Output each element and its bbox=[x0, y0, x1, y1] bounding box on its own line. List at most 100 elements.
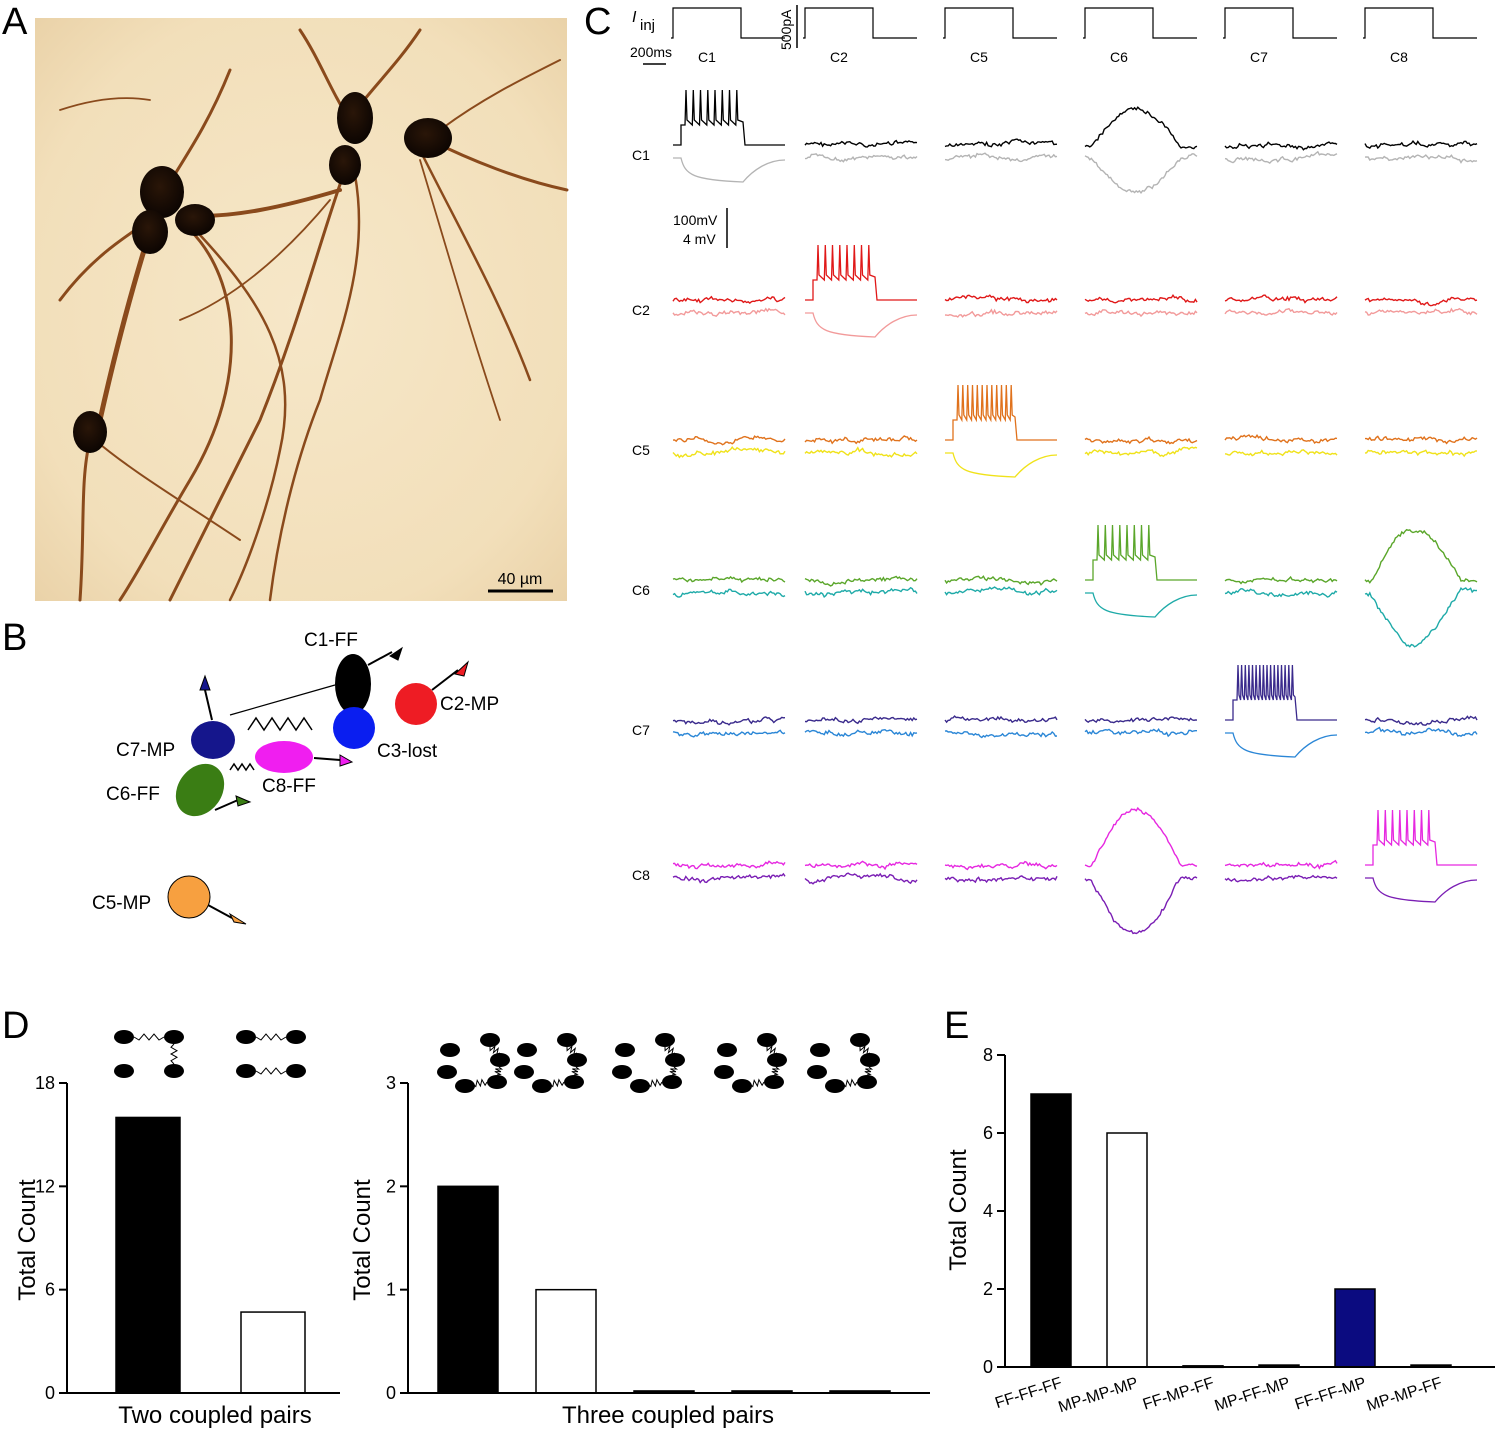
coupling-spring bbox=[864, 1066, 874, 1076]
coupling-trace-depolarizing bbox=[1084, 806, 1198, 868]
y-axis-label: Total Count bbox=[14, 1179, 41, 1301]
coupling-trace-depolarizing bbox=[1364, 139, 1478, 150]
pipette-tip bbox=[199, 674, 211, 691]
cell-dot bbox=[286, 1064, 306, 1078]
time-scale-label: 200ms bbox=[630, 44, 672, 60]
current-step-trace bbox=[1223, 7, 1337, 39]
bar bbox=[240, 1311, 306, 1394]
soma bbox=[329, 145, 361, 185]
coupling-trace-depolarizing bbox=[944, 294, 1058, 304]
scale-bar-label: 40 µm bbox=[498, 571, 543, 588]
cell-dot bbox=[767, 1053, 787, 1067]
coupling-trace-hyperpolarizing bbox=[672, 307, 786, 318]
gap-junction-symbol bbox=[247, 716, 313, 732]
cell-dot bbox=[662, 1075, 682, 1089]
cell-dot bbox=[490, 1053, 510, 1067]
bar bbox=[1334, 1288, 1376, 1368]
cell-c6 bbox=[175, 763, 225, 817]
coupling-trace-depolarizing bbox=[1364, 296, 1478, 307]
row-label: C7 bbox=[632, 722, 650, 738]
panel-label-c: C bbox=[584, 1, 611, 43]
cell-dot bbox=[564, 1075, 584, 1089]
cell-dot bbox=[164, 1064, 184, 1078]
coupling-trace-hyperpolarizing bbox=[1084, 153, 1198, 195]
panel-label-a: A bbox=[2, 1, 28, 43]
coupling-trace-depolarizing bbox=[804, 860, 918, 871]
coupling-spring bbox=[571, 1066, 581, 1076]
coupling-trace-hyperpolarizing bbox=[1084, 309, 1198, 318]
coupling-trace-hyperpolarizing bbox=[672, 729, 786, 738]
cell-dot bbox=[850, 1033, 870, 1047]
coupling-spring bbox=[766, 1045, 778, 1056]
spiking-trace bbox=[1365, 809, 1477, 866]
coupling-trace-hyperpolarizing bbox=[804, 586, 918, 598]
coupling-trace-hyperpolarizing bbox=[1224, 307, 1338, 316]
voltage-scale-label-2: 4 mV bbox=[683, 231, 716, 247]
spiking-trace bbox=[945, 384, 1057, 441]
hyperpolarization-trace bbox=[673, 157, 786, 183]
category-label: FF-FF-MP bbox=[1293, 1375, 1368, 1414]
y-tick-label: 4 bbox=[983, 1201, 993, 1221]
soma bbox=[73, 411, 107, 453]
pipette-tip bbox=[389, 646, 403, 661]
cell-dot bbox=[757, 1033, 777, 1047]
current-step-trace bbox=[1083, 7, 1197, 39]
row-label: C2 bbox=[632, 302, 650, 318]
iinj-label: I bbox=[632, 9, 637, 26]
cell-dot bbox=[114, 1064, 134, 1078]
cell-dot bbox=[764, 1075, 784, 1089]
hyperpolarization-trace bbox=[945, 452, 1058, 478]
pipette-c8 bbox=[313, 757, 341, 761]
cell-dot bbox=[860, 1053, 880, 1067]
y-tick-label: 6 bbox=[983, 1123, 993, 1143]
cell-dot bbox=[714, 1065, 734, 1079]
y-tick-label: 0 bbox=[386, 1383, 396, 1403]
category-label: MP-MP-MP bbox=[1056, 1375, 1140, 1417]
y-tick-label: 0 bbox=[45, 1383, 55, 1403]
cell-dot bbox=[810, 1043, 830, 1057]
pipette-tip bbox=[453, 660, 469, 677]
cell-c8 bbox=[255, 741, 313, 773]
cell-dot bbox=[732, 1079, 752, 1093]
y-tick-label: 18 bbox=[35, 1073, 55, 1093]
coupling-trace-hyperpolarizing bbox=[944, 586, 1058, 596]
column-label: C8 bbox=[1390, 49, 1408, 65]
soma bbox=[404, 118, 452, 158]
chart-two-coupled-pairs: 0 6 12 18 Total Count Two coupled pairs bbox=[14, 1030, 340, 1429]
coupling-trace-depolarizing bbox=[944, 715, 1058, 724]
coupling-trace-depolarizing bbox=[672, 716, 786, 726]
bar bbox=[535, 1288, 597, 1394]
iinj-subscript: inj bbox=[640, 17, 655, 34]
column-label: C6 bbox=[1110, 49, 1128, 65]
row-label: C6 bbox=[632, 582, 650, 598]
pipette-c1 bbox=[367, 651, 393, 666]
spiking-trace bbox=[1085, 524, 1197, 581]
cell-c7 bbox=[191, 721, 235, 759]
cell-dot bbox=[557, 1033, 577, 1047]
coupling-trace-hyperpolarizing bbox=[1224, 150, 1338, 165]
coupling-trace-depolarizing bbox=[1224, 294, 1338, 304]
pipette-c5 bbox=[207, 904, 233, 919]
coupling-trace-depolarizing bbox=[804, 139, 918, 148]
coupling-trace-hyperpolarizing bbox=[1364, 449, 1478, 458]
pipette-c6 bbox=[214, 799, 239, 811]
category-label: MP-FF-MP bbox=[1213, 1375, 1293, 1415]
panel-label-d: D bbox=[2, 1005, 29, 1047]
bar bbox=[437, 1185, 499, 1394]
cell-dot bbox=[655, 1033, 675, 1047]
coupling-trace-hyperpolarizing bbox=[804, 153, 918, 163]
pipette-tip bbox=[228, 912, 247, 925]
cell-dot bbox=[857, 1075, 877, 1089]
coupling-trace-hyperpolarizing bbox=[1364, 154, 1478, 164]
coupling-trace-hyperpolarizing bbox=[1364, 726, 1478, 738]
trace-grid: C1 C2 C5 C6 C7 C8 C1 C2 C5 C6 C7 C8 bbox=[632, 7, 1478, 935]
coupling-motif-icons bbox=[437, 1033, 880, 1093]
coupling-trace-depolarizing bbox=[1224, 434, 1338, 445]
cell-c1 bbox=[335, 654, 371, 714]
coupling-trace-hyperpolarizing bbox=[944, 308, 1058, 318]
x-axis-label: Two coupled pairs bbox=[118, 1402, 311, 1429]
current-step-trace bbox=[943, 7, 1057, 39]
row-label: C5 bbox=[632, 442, 650, 458]
cell-dot bbox=[630, 1079, 650, 1093]
column-label: C1 bbox=[698, 49, 716, 65]
